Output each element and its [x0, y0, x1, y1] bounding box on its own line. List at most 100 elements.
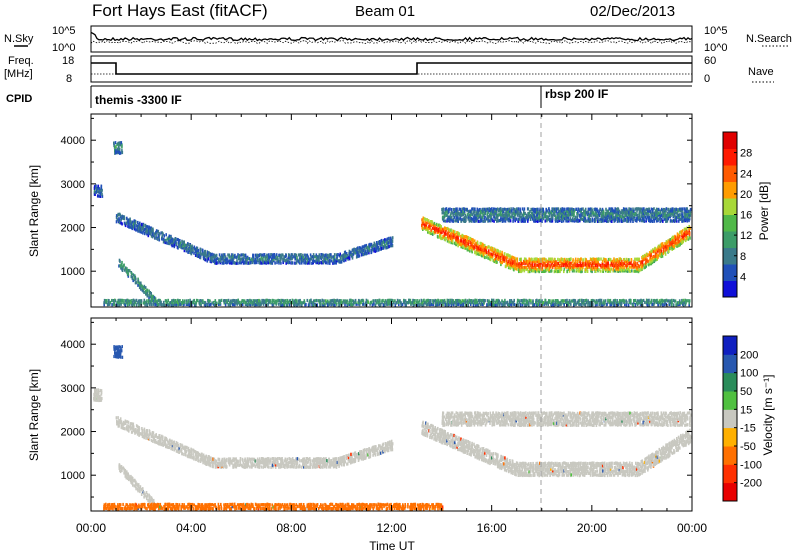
range-gate-cell: [460, 303, 462, 307]
range-gate-cell: [453, 215, 456, 219]
range-gate-cell: [381, 243, 383, 247]
range-gate-cell: [252, 253, 255, 257]
range-gate-cell: [126, 420, 129, 424]
range-gate-cell: [137, 279, 140, 283]
range-gate-cell: [327, 261, 329, 265]
range-gate-cell: [555, 267, 558, 271]
range-gate-cell: [119, 259, 121, 264]
range-gate-cell: [673, 219, 676, 223]
range-gate-cell: [663, 245, 665, 249]
range-gate-cell: [607, 265, 609, 269]
range-gate-cell: [529, 267, 532, 271]
range-gate-cell: [674, 219, 676, 223]
range-gate-cell: [676, 236, 679, 240]
range-gate-cell: [508, 219, 510, 223]
range-gate-cell: [375, 242, 378, 246]
range-gate-cell: [598, 298, 600, 303]
range-gate-cell: [322, 301, 325, 305]
range-gate-cell: [360, 298, 363, 303]
range-gate-cell: [384, 244, 386, 248]
range-gate-cell: [520, 299, 522, 303]
range-gate-cell: [340, 254, 343, 258]
range-gate-cell: [515, 210, 517, 214]
range-gate-cell: [600, 300, 603, 305]
range-gate-cell: [155, 234, 157, 238]
range-gate-cell: [259, 253, 261, 257]
range-gate-cell: [237, 253, 239, 257]
range-gate-cell: [355, 247, 357, 252]
range-gate-cell: [495, 250, 497, 254]
range-gate-cell: [589, 262, 591, 266]
range-gate-cell: [642, 263, 644, 267]
range-gate-cell: [654, 254, 656, 259]
range-gate-cell: [638, 213, 641, 217]
range-gate-cell: [656, 300, 659, 305]
range-gate-cell: [322, 253, 325, 257]
range-gate-cell: [149, 299, 151, 303]
range-gate-cell: [560, 302, 562, 306]
range-gate-cell: [681, 300, 683, 304]
range-gate-cell: [498, 256, 501, 260]
range-gate-cell: [541, 299, 543, 303]
range-gate-cell: [441, 236, 443, 241]
range-gate-cell: [296, 255, 298, 259]
range-gate-cell: [375, 301, 378, 305]
range-gate-cell: [164, 299, 167, 303]
range-gate-cell: [93, 185, 96, 189]
range-gate-cell: [275, 299, 278, 303]
range-gate-cell: [640, 215, 643, 219]
range-gate-cell: [284, 259, 286, 263]
range-gate-cell: [123, 299, 125, 303]
range-gate-cell: [506, 263, 509, 267]
range-gate-cell: [331, 298, 334, 303]
range-gate-cell: [120, 420, 123, 424]
range-gate-cell: [467, 242, 470, 246]
range-gate-cell: [565, 211, 567, 215]
range-gate-cell: [130, 275, 133, 279]
range-gate-cell: [186, 248, 188, 252]
range-gate-cell: [660, 242, 663, 246]
range-gate-cell: [268, 253, 270, 257]
range-gate-cell: [128, 299, 130, 303]
range-gate-cell: [447, 207, 450, 211]
range-gate-cell: [554, 257, 556, 262]
range-gate-cell: [468, 300, 471, 304]
range-gate-cell: [180, 245, 182, 249]
range-gate-cell: [524, 261, 526, 266]
range-gate-cell: [257, 301, 260, 305]
range-gate-cell: [129, 217, 131, 221]
range-gate-cell: [147, 234, 150, 238]
range-gate-cell: [231, 299, 233, 303]
range-gate-cell: [465, 219, 467, 223]
range-gate-cell: [365, 243, 368, 248]
range-gate-cell: [126, 300, 129, 304]
range-gate-cell: [453, 236, 455, 240]
range-gate-cell: [391, 241, 393, 246]
range-gate-cell: [214, 255, 217, 259]
range-gate-cell: [588, 213, 590, 217]
range-gate-cell: [636, 219, 638, 223]
range-gate-cell: [383, 238, 386, 242]
range-gate-cell: [471, 250, 473, 254]
range-gate-cell: [507, 260, 510, 264]
range-gate-cell: [139, 432, 142, 436]
range-gate-cell: [650, 252, 652, 256]
range-gate-cell: [679, 234, 681, 238]
range-gate-cell: [544, 265, 547, 269]
range-gate-cell: [129, 478, 132, 483]
range-gate-cell: [634, 211, 637, 216]
range-gate-cell: [487, 211, 489, 215]
range-gate-cell: [578, 263, 580, 268]
range-gate-cell: [474, 243, 476, 247]
range-gate-cell: [301, 255, 303, 259]
noise-search-line: [90, 39, 693, 44]
range-gate-cell: [652, 248, 654, 252]
range-gate-cell: [478, 299, 480, 303]
range-gate-cell: [484, 251, 486, 255]
range-gate-cell: [617, 263, 619, 268]
range-gate-cell: [262, 259, 264, 263]
range-gate-cell: [333, 255, 336, 259]
range-gate-cell: [262, 257, 264, 261]
range-gate-cell: [132, 422, 135, 426]
range-gate-cell: [148, 225, 150, 229]
